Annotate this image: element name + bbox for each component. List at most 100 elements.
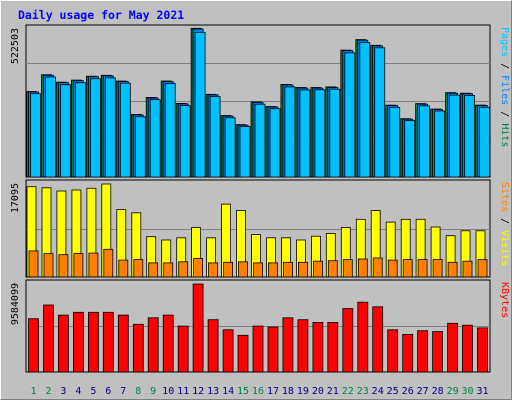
hits-bar-pages-day-12: [194, 31, 206, 178]
hits-bar-pages-day-7: [119, 82, 131, 178]
visits-bar-sites-day-7: [118, 259, 129, 278]
visits-bar-sites-day-10: [163, 262, 174, 278]
hits-bar-pages-day-21: [329, 88, 341, 178]
kbytes-bar-kbytes-day-21: [327, 321, 339, 373]
visits-bar-sites-day-4: [73, 253, 84, 278]
x-tick-label-day-19: 19: [297, 386, 309, 397]
x-tick-label-day-1: 1: [30, 386, 36, 397]
hits-bar-pages-day-14: [224, 117, 236, 178]
visits-bar-sites-day-8: [133, 259, 144, 278]
x-tick-label-day-12: 12: [192, 386, 204, 397]
x-tick-label-day-16: 16: [252, 386, 264, 397]
x-tick-label-day-29: 29: [447, 386, 459, 397]
visits-bar-sites-day-16: [253, 262, 263, 278]
visits-legend-visits: Visits: [499, 230, 510, 266]
kbytes-bar-kbytes-day-13: [207, 319, 219, 373]
hits-bar-pages-day-8: [134, 116, 146, 178]
hits-bar-pages-day-29: [449, 94, 461, 178]
x-tick-label-day-18: 18: [282, 386, 294, 397]
hits-legend: Pages / Files / Hits: [499, 27, 510, 147]
kbytes-bar-kbytes-day-28: [432, 331, 444, 373]
hits-bar-pages-day-15: [239, 126, 251, 178]
visits-legend-sites: Sites: [499, 182, 510, 212]
hits-bar-pages-day-16: [254, 103, 266, 178]
hits-bar-pages-day-17: [269, 108, 281, 178]
kbytes-bar-kbytes-day-22: [342, 308, 354, 373]
kbytes-bar-kbytes-day-20: [312, 321, 324, 373]
x-tick-label-day-17: 17: [267, 386, 279, 397]
hits-ymax-label: 522503: [10, 28, 21, 64]
hits-bar-pages-day-25: [389, 106, 401, 178]
hits-bar-pages-day-24: [374, 47, 386, 178]
x-tick-label-day-7: 7: [120, 386, 126, 397]
kbytes-ymax-label: 9584099: [10, 283, 21, 325]
x-tick-label-day-2: 2: [45, 386, 51, 397]
kbytes-bar-kbytes-day-9: [147, 317, 159, 373]
visits-bar-sites-day-11: [178, 261, 189, 278]
visits-bar-sites-day-3: [58, 254, 69, 278]
visits-bar-sites-day-18: [282, 261, 293, 278]
hits-bar-pages-day-1: [30, 93, 41, 178]
kbytes-bar-kbytes-day-7: [117, 314, 129, 373]
kbytes-bar-kbytes-day-11: [177, 325, 189, 373]
hits-bar-pages-day-30: [464, 95, 475, 178]
kbytes-bar-kbytes-day-15: [237, 334, 249, 373]
kbytes-bar-kbytes-day-3: [58, 314, 69, 373]
visits-bar-sites-day-19: [297, 261, 308, 278]
x-tick-label-day-4: 4: [75, 386, 81, 397]
x-tick-label-day-21: 21: [327, 386, 339, 397]
x-tick-label-day-30: 30: [461, 386, 473, 397]
visits-bar-sites-day-21: [327, 260, 338, 278]
kbytes-bar-kbytes-day-31: [477, 327, 488, 373]
visits-bar-sites-day-22: [342, 259, 353, 278]
visits-bar-sites-day-17: [268, 262, 278, 278]
x-tick-label-day-20: 20: [312, 386, 324, 397]
visits-bar-sites-day-23: [357, 258, 368, 278]
kbytes-bar-kbytes-day-6: [102, 311, 114, 373]
x-tick-label-day-22: 22: [342, 386, 354, 397]
x-tick-label-day-23: 23: [357, 386, 369, 397]
hits-bar-pages-day-28: [434, 110, 446, 178]
kbytes-bar-kbytes-day-27: [417, 330, 429, 373]
visits-bar-sites-day-14: [223, 261, 234, 278]
kbytes-bar-kbytes-day-16: [252, 325, 264, 373]
hits-legend-files: Files: [499, 75, 510, 105]
x-tick-label-day-13: 13: [207, 386, 219, 397]
kbytes-bar-kbytes-day-8: [132, 323, 144, 373]
visits-bar-sites-day-13: [208, 262, 219, 278]
kbytes-bar-kbytes-day-4: [73, 311, 84, 373]
visits-bar-sites-day-6: [103, 248, 114, 278]
x-tick-label-day-9: 9: [150, 386, 156, 397]
hits-legend-separator: /: [499, 57, 510, 75]
hits-bar-pages-day-5: [90, 78, 101, 178]
x-tick-label-day-31: 31: [476, 386, 488, 397]
hits-bar-pages-day-18: [284, 86, 296, 178]
visits-legend: Sites / Visits: [499, 182, 510, 266]
kbytes-bar-kbytes-day-10: [162, 314, 174, 373]
visits-bar-sites-day-24: [372, 257, 383, 278]
hits-bar-pages-day-23: [359, 42, 371, 178]
visits-legend-separator: /: [499, 212, 510, 230]
kbytes-bar-kbytes-day-26: [402, 333, 414, 373]
visits-bar-sites-day-9: [148, 262, 159, 278]
x-tick-label-day-11: 11: [177, 386, 189, 397]
hits-bar-pages-day-27: [419, 105, 431, 178]
chart-title: Daily usage for May 2021: [18, 8, 184, 22]
visits-bar-sites-day-2: [43, 253, 54, 278]
x-tick-label-day-6: 6: [105, 386, 111, 397]
visits-bar-sites-day-29: [447, 261, 458, 278]
hits-bar-pages-day-11: [179, 105, 191, 178]
kbytes-bar-kbytes-day-14: [222, 329, 234, 373]
kbytes-bar-kbytes-day-1: [28, 318, 39, 373]
x-tick-label-day-14: 14: [222, 386, 234, 397]
kbytes-legend-kbytes: KBytes: [499, 282, 510, 318]
hits-bar-pages-day-10: [164, 83, 176, 178]
hits-bar-pages-day-6: [104, 77, 116, 178]
x-tick-label-day-26: 26: [402, 386, 414, 397]
hits-bar-pages-day-4: [75, 82, 86, 178]
x-tick-label-day-5: 5: [90, 386, 96, 397]
kbytes-bar-kbytes-day-19: [297, 319, 309, 373]
x-tick-label-day-28: 28: [432, 386, 444, 397]
